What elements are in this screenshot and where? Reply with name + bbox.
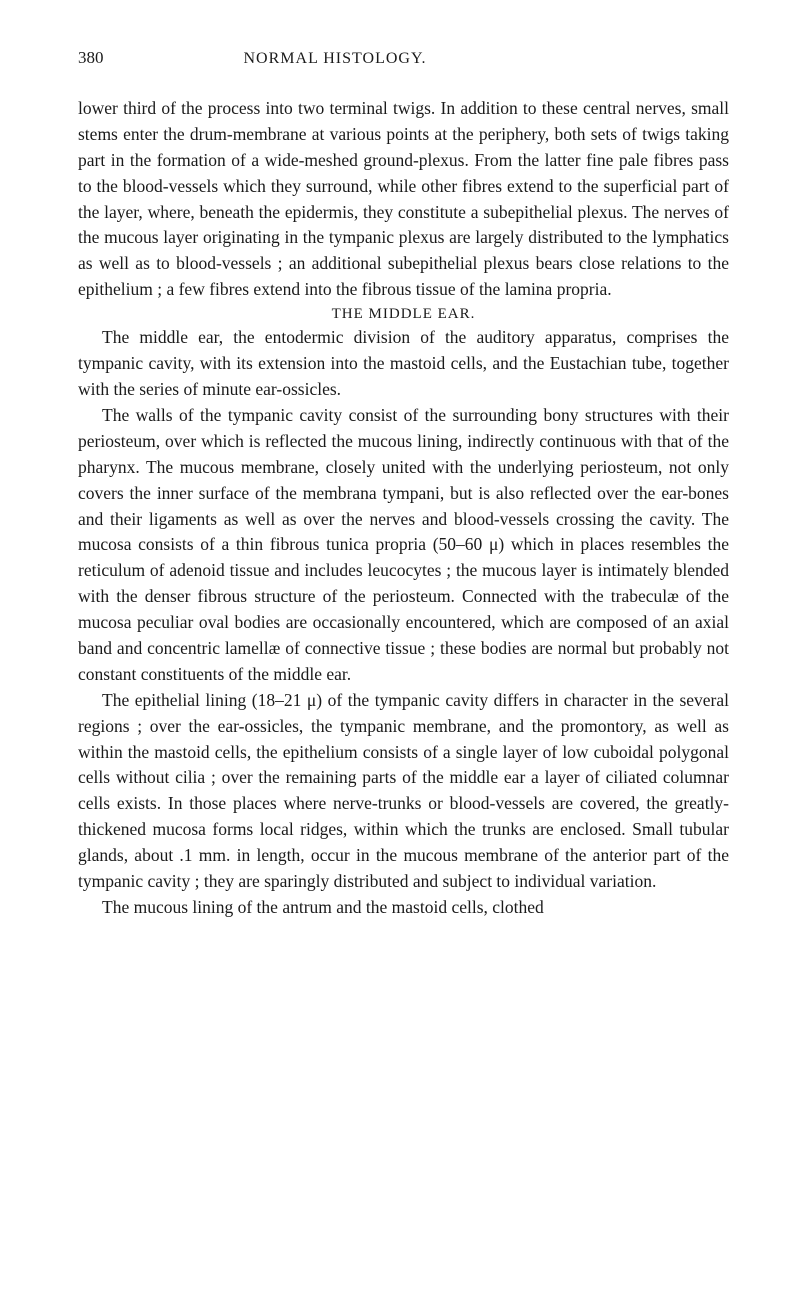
paragraph-5: The mucous lining of the antrum and the …: [78, 895, 729, 921]
section-heading: THE MIDDLE EAR.: [78, 303, 729, 325]
page-title: NORMAL HISTOLOGY.: [244, 50, 427, 68]
page-number: 380: [78, 48, 104, 68]
paragraph-2: The middle ear, the entodermic division …: [78, 325, 729, 403]
page-header: 380 NORMAL HISTOLOGY.: [78, 48, 729, 68]
body-text: lower third of the process into two term…: [78, 96, 729, 921]
paragraph-1: lower third of the process into two term…: [78, 96, 729, 303]
paragraph-4: The epithelial lining (18–21 μ) of the t…: [78, 688, 729, 895]
paragraph-3: The walls of the tympanic cavity consist…: [78, 403, 729, 688]
